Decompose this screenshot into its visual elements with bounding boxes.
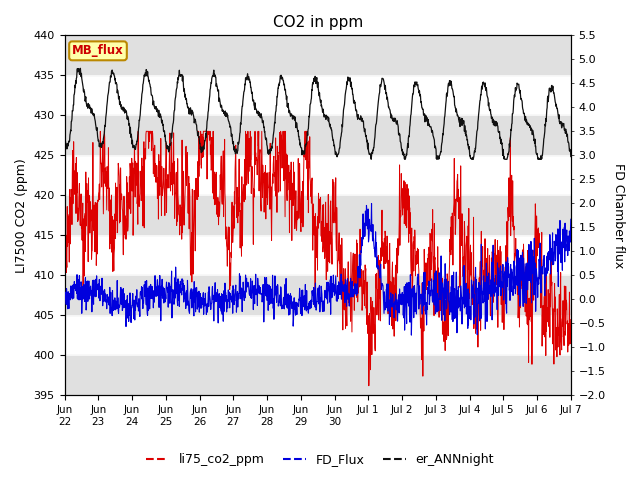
Y-axis label: FD Chamber flux: FD Chamber flux xyxy=(612,163,625,268)
Y-axis label: LI7500 CO2 (ppm): LI7500 CO2 (ppm) xyxy=(15,158,28,273)
Bar xyxy=(65,355,571,395)
Bar xyxy=(65,36,571,75)
Text: MB_flux: MB_flux xyxy=(72,44,124,57)
Bar xyxy=(65,195,571,235)
Legend: li75_co2_ppm, FD_Flux, er_ANNnight: li75_co2_ppm, FD_Flux, er_ANNnight xyxy=(141,448,499,471)
Bar xyxy=(65,115,571,156)
Title: CO2 in ppm: CO2 in ppm xyxy=(273,15,363,30)
Bar xyxy=(65,276,571,315)
